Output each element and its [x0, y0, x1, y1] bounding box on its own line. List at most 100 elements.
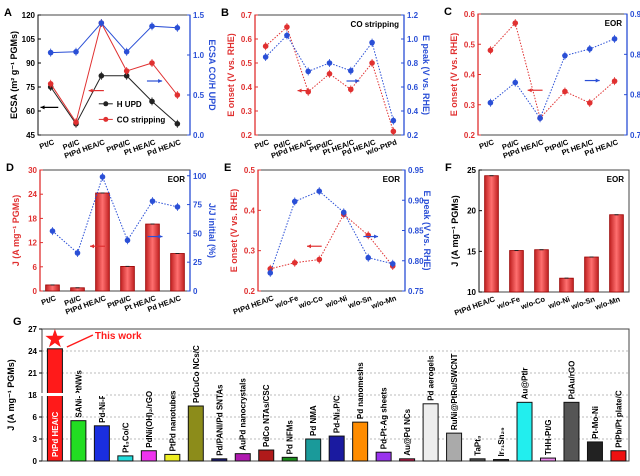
left-tick-label: 45 — [26, 131, 35, 140]
right-tick-label: 50 — [193, 229, 202, 238]
data-point — [389, 260, 396, 267]
left-tick-label: 24 — [28, 190, 37, 199]
bar — [95, 192, 110, 292]
right-tick-label: 0.5 — [193, 91, 205, 100]
left-tick-label: 21 — [28, 369, 37, 378]
x-tick-label: w/o-Co — [519, 294, 547, 311]
panel-annotation: EOR — [607, 175, 625, 184]
panel-letter: G — [13, 316, 22, 328]
data-point — [347, 68, 354, 74]
data-point — [149, 60, 155, 66]
bar — [170, 253, 185, 292]
x-tick-label: w/o-Fe — [495, 294, 521, 311]
bar — [559, 277, 574, 293]
left-axis-title: E onset (V vs. RHE) — [226, 33, 236, 117]
bar — [281, 456, 298, 462]
series-line — [270, 213, 394, 270]
bar-label: Pd NFMs — [286, 420, 295, 455]
panel-annotation: EOR — [168, 175, 186, 184]
data-point — [611, 78, 618, 84]
data-point — [74, 250, 81, 256]
data-point — [512, 79, 519, 86]
data-point — [305, 89, 312, 95]
panel-letter: B — [221, 7, 229, 19]
left-tick-label: 0.4 — [241, 83, 253, 92]
right-tick-label: 0.6 — [407, 83, 419, 92]
legend-label: H UPD — [117, 100, 142, 109]
bar — [164, 453, 181, 462]
data-point — [174, 25, 181, 31]
data-point — [262, 54, 269, 60]
bar — [46, 348, 63, 462]
data-point — [267, 270, 274, 276]
right-tick-label: 1.2 — [407, 11, 419, 20]
data-point — [284, 24, 290, 30]
left-axis-title: E onset (V vs. RHE) — [229, 189, 239, 273]
right-tick-label: 0 — [193, 287, 198, 296]
data-point — [262, 43, 269, 49]
left-axis-title: J (A mg⁻¹ PGMs) — [11, 195, 21, 266]
plot-frame — [477, 13, 628, 136]
left-tick-label: 0.3 — [241, 107, 253, 116]
data-point — [611, 36, 618, 42]
bar-label: Pt₃Co/C — [121, 422, 130, 453]
left-arrow-icon-head — [307, 244, 311, 249]
bar — [145, 223, 160, 292]
right-tick-label: 0.80 — [630, 91, 640, 100]
right-tick-label: 0.95 — [408, 166, 424, 175]
data-point — [149, 23, 155, 30]
right-arrow-icon-head — [158, 234, 163, 239]
x-tick-label: w/o-Mn — [369, 293, 398, 311]
right-tick-label: 0.85 — [408, 227, 424, 236]
x-tick-label: Pt/C — [253, 137, 271, 151]
bar — [93, 425, 110, 462]
data-point — [347, 86, 354, 93]
bar — [422, 403, 439, 462]
right-arrow-icon-head — [158, 79, 163, 83]
bar-label: PtPd nanotubes — [168, 390, 177, 451]
right-tick-label: 0.2 — [407, 131, 419, 140]
data-point — [267, 266, 274, 272]
left-tick-label: 0.6 — [464, 10, 476, 19]
bar-label: PdNi(OH)₂/rGO — [145, 391, 154, 448]
bar-label: PdCo NTAs/CSC — [262, 384, 271, 447]
bar-label: Pt-Mo-Ni — [591, 406, 600, 439]
panel-letter: D — [6, 162, 14, 174]
data-point — [586, 100, 593, 106]
bar — [539, 457, 556, 462]
left-tick-label: 0.6 — [241, 35, 253, 44]
data-point — [390, 128, 397, 135]
right-axis-title: J/J initial (%) — [207, 203, 217, 258]
plot-frame — [39, 169, 191, 292]
right-tick-label: 0.4 — [407, 107, 419, 116]
left-tick-label: 0.2 — [244, 287, 256, 296]
series-line — [52, 175, 178, 254]
data-point — [291, 259, 298, 266]
left-tick-label: 15 — [467, 247, 476, 256]
right-tick-label: 0.75 — [408, 287, 424, 296]
panel-letter: E — [224, 162, 231, 174]
data-point — [369, 60, 375, 66]
data-point — [174, 92, 181, 98]
data-point — [340, 209, 347, 216]
data-point — [123, 73, 130, 79]
bar-label: THH-Pt/G — [544, 420, 553, 456]
bar — [609, 214, 624, 293]
series-line — [269, 190, 393, 274]
x-tick-label: w/o-Mn — [593, 294, 622, 312]
left-axis-title: E onset (V vs. RHE) — [449, 33, 459, 117]
right-tick-label: 1.5 — [193, 11, 205, 20]
data-point — [99, 174, 106, 180]
data-point — [73, 49, 79, 55]
left-tick-label: 0.3 — [464, 101, 476, 110]
bar — [586, 441, 603, 462]
x-tick-label: w/o-Fe — [273, 293, 299, 310]
left-tick-label: 0.3 — [244, 247, 256, 256]
bar — [140, 450, 157, 462]
bar-label: Pd-Pt-Ag sheets — [380, 387, 389, 449]
left-tick-label: 120 — [22, 11, 36, 20]
data-point — [316, 188, 323, 194]
axis-break — [36, 393, 106, 396]
series-line — [50, 21, 178, 124]
